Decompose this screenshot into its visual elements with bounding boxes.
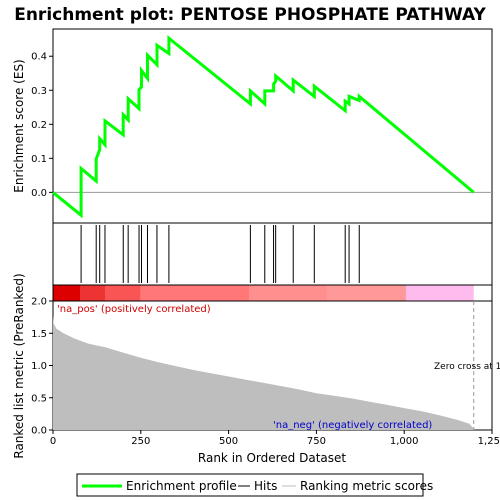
pos-correlated-annotation: 'na_pos' (positively correlated) (57, 304, 211, 315)
es-y-tick-label: 0.2 (31, 120, 47, 131)
band-segment (105, 285, 141, 301)
es-line-series (52, 35, 475, 219)
es-y-tick-label: 0.1 (31, 154, 47, 165)
legend-hits-label: Hits (254, 479, 277, 493)
zero-cross-annotation: Zero cross at 1 (434, 362, 500, 372)
legend: Enrichment profile Hits Ranking metric s… (76, 473, 433, 497)
ranking-color-band (52, 284, 493, 302)
neg-correlated-annotation: 'na_neg' (negatively correlated) (273, 420, 432, 431)
metric-y-tick-label: 1.0 (31, 361, 47, 372)
es-y-tick-label: 0.0 (31, 188, 47, 199)
enrichment-panel: 0.0 0.1 0.2 0.3 0.4 (31, 28, 493, 224)
es-y-axis-label: Enrichment score (ES) (12, 59, 26, 192)
legend-metric-label: Ranking metric scores (300, 479, 433, 493)
metric-y-tick-label: 0.5 (31, 393, 47, 404)
chart-title: Enrichment plot: PENTOSE PHOSPHATE PATHW… (14, 5, 486, 25)
x-tick-label: 1,000 (390, 436, 419, 447)
band-segment (249, 285, 327, 301)
metric-y-tick-label: 1.5 (31, 329, 47, 340)
band-segment (53, 285, 81, 301)
x-tick-label: 250 (131, 436, 150, 447)
x-axis-label: Rank in Ordered Dataset (198, 451, 346, 465)
band-segment (326, 285, 406, 301)
x-tick-label: 0 (50, 436, 56, 447)
es-y-tick-label: 0.3 (31, 86, 47, 97)
legend-box (76, 473, 424, 497)
metric-panel: 0.0 0.5 1.0 1.5 2.0 0 250 500 750 1,000 1,250 (31, 297, 500, 448)
metric-y-tick-label: 2.0 (31, 297, 47, 308)
metric-area-series (53, 315, 474, 430)
hits-frame (52, 222, 493, 286)
x-tick-label: 1,250 (478, 436, 500, 447)
metric-y-tick-label: 0.0 (31, 426, 47, 437)
es-y-tick-label: 0.4 (31, 52, 47, 63)
legend-enrichment-label: Enrichment profile (126, 479, 237, 493)
band-segment (80, 285, 106, 301)
band-segment (405, 285, 474, 301)
x-tick-label: 500 (219, 436, 238, 447)
hits-panel (52, 222, 493, 286)
metric-y-axis-label: Ranked list metric (PreRanked) (12, 273, 26, 458)
es-plot-frame (52, 28, 493, 224)
band-segment (140, 285, 250, 301)
x-tick-label: 750 (307, 436, 326, 447)
